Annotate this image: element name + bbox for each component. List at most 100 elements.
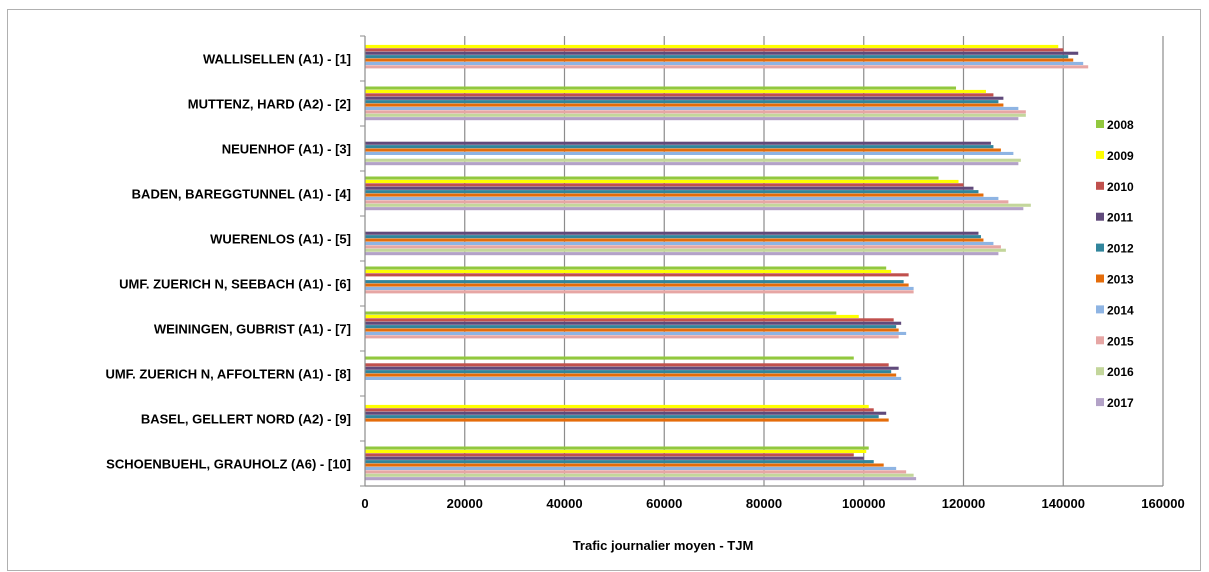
x-tick-label: 100000 — [842, 496, 885, 511]
category-label: WEININGEN, GUBRIST (A1) - [7] — [154, 322, 351, 337]
legend-swatch-2014 — [1096, 305, 1104, 314]
bars — [365, 44, 1089, 481]
x-tick-label: 60000 — [646, 496, 682, 511]
bar-2013 — [365, 283, 909, 287]
bar-2013 — [365, 238, 984, 242]
bar-2011 — [365, 51, 1079, 55]
category-label: MUTTENZ, HARD (A2) - [2] — [188, 97, 351, 112]
category-label: SCHOENBUEHL, GRAUHOLZ (A6) - [10] — [106, 457, 351, 472]
bar-2013 — [365, 103, 1004, 107]
bar-2014 — [365, 286, 914, 290]
legend-swatch-2009 — [1096, 150, 1104, 159]
bar-2013 — [365, 418, 889, 422]
legend-label-2017: 2017 — [1107, 396, 1134, 410]
bar-2012 — [365, 100, 999, 104]
x-tick-label: 120000 — [942, 496, 985, 511]
bar-2011 — [365, 186, 974, 190]
bar-2013 — [365, 193, 984, 197]
x-tick-label: 140000 — [1042, 496, 1085, 511]
bar-2010 — [365, 273, 909, 277]
x-axis-title: Trafic journalier moyen - TJM — [573, 538, 754, 553]
bar-2017 — [365, 207, 1024, 211]
category-label: UMF. ZUERICH N, SEEBACH (A1) - [6] — [119, 277, 351, 292]
legend-swatch-2017 — [1096, 398, 1104, 407]
x-tick-label: 40000 — [546, 496, 582, 511]
bar-2012 — [365, 370, 892, 374]
bar-2011 — [365, 141, 991, 145]
legend-swatch-2013 — [1096, 274, 1104, 283]
bar-2011 — [365, 411, 887, 415]
category-label: BASEL, GELLERT NORD (A2) - [9] — [141, 412, 351, 427]
x-tick-label: 160000 — [1141, 496, 1184, 511]
bar-2010 — [365, 363, 889, 367]
bar-2009 — [365, 269, 892, 273]
legend-swatch-2011 — [1096, 212, 1104, 221]
bar-2011 — [365, 231, 979, 235]
bar-2016 — [365, 158, 1021, 162]
legend-label-2011: 2011 — [1107, 211, 1133, 225]
bar-2014 — [365, 331, 907, 335]
legend-label-2014: 2014 — [1107, 303, 1134, 317]
bar-2015 — [365, 290, 914, 294]
category-label: BADEN, BAREGGTUNNEL (A1) - [4] — [132, 187, 351, 202]
bar-2017 — [365, 477, 917, 481]
bar-2013 — [365, 373, 897, 377]
category-label: WALLISELLEN (A1) - [1] — [203, 52, 351, 67]
bar-2011 — [365, 96, 1004, 100]
legend-swatch-2008 — [1096, 120, 1104, 128]
bar-2017 — [365, 162, 1019, 166]
legend-swatch-2016 — [1096, 367, 1104, 376]
bar-2016 — [365, 248, 1006, 252]
x-tick-label: 80000 — [746, 496, 782, 511]
bar-2010 — [365, 408, 874, 412]
bar-2009 — [365, 314, 859, 318]
legend-label-2012: 2012 — [1107, 242, 1134, 256]
bar-2015 — [365, 110, 1026, 114]
axes — [360, 35, 1163, 487]
bar-2013 — [365, 148, 1001, 152]
bar-2017 — [365, 117, 1019, 121]
legend-swatch-2012 — [1096, 243, 1104, 252]
bar-2008 — [365, 446, 869, 450]
legend-label-2016: 2016 — [1107, 365, 1134, 379]
legend-label-2009: 2009 — [1107, 149, 1134, 163]
bar-2015 — [365, 335, 899, 339]
bar-2014 — [365, 196, 999, 200]
bar-2017 — [365, 252, 999, 256]
category-label: WUERENLOS (A1) - [5] — [210, 232, 351, 247]
bar-2008 — [365, 266, 887, 270]
bar-2015 — [365, 200, 1009, 204]
bar-2008 — [365, 176, 939, 180]
legend-swatch-2015 — [1096, 336, 1104, 345]
bar-2013 — [365, 58, 1074, 62]
bar-2009 — [365, 179, 959, 183]
bar-2012 — [365, 415, 879, 419]
legend-label-2008: 2008 — [1107, 118, 1134, 132]
bar-2012 — [365, 145, 994, 149]
category-labels: WALLISELLEN (A1) - [1] MUTTENZ, HARD (A2)… — [105, 52, 351, 472]
bar-2010 — [365, 318, 894, 322]
bar-2011 — [365, 456, 864, 460]
bar-2015 — [365, 65, 1089, 69]
bar-2008 — [365, 311, 837, 315]
legend-label-2013: 2013 — [1107, 273, 1134, 287]
bar-2012 — [365, 190, 979, 194]
tick-labels: 0 20000 40000 60000 80000 100000 120000 140000 1… — [361, 496, 1184, 511]
bar-2016 — [365, 203, 1031, 207]
bar-2014 — [365, 61, 1084, 65]
bar-2009 — [365, 404, 869, 408]
bar-2010 — [365, 183, 964, 187]
bar-2013 — [365, 328, 899, 332]
bar-2009 — [365, 89, 986, 93]
x-tick-label: 0 — [361, 496, 368, 511]
bar-2013 — [365, 463, 884, 467]
bar-2008 — [365, 86, 957, 90]
bar-2008 — [365, 356, 854, 360]
bar-2014 — [365, 151, 1014, 155]
category-label: UMF. ZUERICH N, AFFOLTERN (A1) - [8] — [105, 367, 351, 382]
bar-2016 — [365, 473, 914, 477]
bar-2012 — [365, 55, 1069, 59]
bar-2014 — [365, 106, 1019, 110]
legend-label-2015: 2015 — [1107, 334, 1134, 348]
